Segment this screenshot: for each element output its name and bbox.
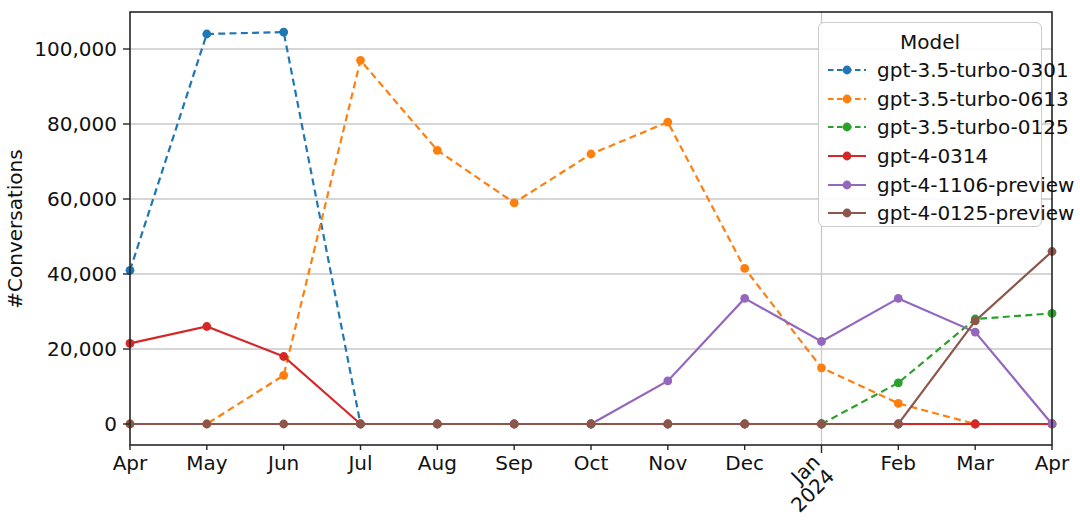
- legend-item-gpt-4-0125-preview: gpt-4-0125-preview: [819, 199, 1041, 228]
- data-point-gpt-4-1106-preview-Jan-2024: [817, 337, 826, 346]
- data-point-gpt-4-0125-preview-Jun: [279, 420, 288, 429]
- data-point-gpt-4-0125-preview-Jan-2024: [817, 420, 826, 429]
- legend-label: gpt-3.5-turbo-0613: [877, 87, 1069, 111]
- data-point-gpt-4-0314-Jun: [279, 352, 288, 361]
- data-point-gpt-4-0125-preview-Feb: [894, 420, 903, 429]
- data-point-gpt-3.5-turbo-0613-Oct: [587, 150, 596, 159]
- legend: Model gpt-3.5-turbo-0301gpt-3.5-turbo-06…: [818, 22, 1042, 227]
- x-tick-label: Apr: [113, 451, 148, 475]
- data-point-gpt-3.5-turbo-0613-Jan-2024: [817, 363, 826, 372]
- legend-item-gpt-3.5-turbo-0125: gpt-3.5-turbo-0125: [819, 113, 1041, 142]
- data-point-gpt-3.5-turbo-0613-Aug: [433, 146, 442, 155]
- data-point-gpt-3.5-turbo-0613-Jul: [356, 56, 365, 65]
- x-tick-label: Apr: [1035, 451, 1070, 475]
- data-point-gpt-4-0125-preview-Jul: [356, 420, 365, 429]
- data-point-gpt-4-1106-preview-Nov: [663, 377, 672, 386]
- x-tick-label: Nov: [648, 451, 687, 475]
- data-point-gpt-3.5-turbo-0301-May: [202, 30, 211, 39]
- legend-line-sample-icon: [827, 121, 867, 133]
- x-tick-label: May: [186, 451, 228, 475]
- legend-line-sample-icon: [827, 93, 867, 105]
- series-line-gpt-4-0314: [130, 327, 1052, 425]
- data-point-gpt-4-1106-preview-Feb: [894, 294, 903, 303]
- data-point-gpt-4-0314-Mar: [971, 420, 980, 429]
- data-point-gpt-3.5-turbo-0613-Sep: [510, 198, 519, 207]
- legend-title: Model: [819, 28, 1041, 56]
- legend-line-sample-icon: [827, 64, 867, 76]
- y-tick-label: 20,000: [47, 337, 117, 361]
- series-line-gpt-3.5-turbo-0125: [822, 313, 1053, 424]
- x-tick-label: Aug: [418, 451, 457, 475]
- legend-item-gpt-3.5-turbo-0301: gpt-3.5-turbo-0301: [819, 56, 1041, 85]
- y-tick-label: 80,000: [47, 112, 117, 136]
- x-tick-label: Sep: [495, 451, 533, 475]
- legend-line-sample-icon: [827, 150, 867, 162]
- data-point-gpt-4-1106-preview-Mar: [971, 328, 980, 337]
- data-point-gpt-3.5-turbo-0301-Jun: [279, 28, 288, 37]
- legend-item-gpt-4-1106-preview: gpt-4-1106-preview: [819, 170, 1041, 199]
- y-axis-title: #Conversations: [3, 149, 27, 308]
- data-point-gpt-4-0125-preview-Mar: [971, 317, 980, 326]
- data-point-gpt-4-0125-preview-Aug: [433, 420, 442, 429]
- data-point-gpt-4-0314-May: [202, 322, 211, 331]
- legend-label: gpt-3.5-turbo-0301: [877, 58, 1069, 82]
- x-tick-label: Oct: [574, 451, 609, 475]
- legend-item-gpt-3.5-turbo-0613: gpt-3.5-turbo-0613: [819, 85, 1041, 114]
- y-tick-label: 60,000: [47, 187, 117, 211]
- x-tick-label: Mar: [956, 451, 995, 475]
- data-point-gpt-4-0125-preview-Sep: [510, 420, 519, 429]
- legend-item-gpt-4-0314: gpt-4-0314: [819, 142, 1041, 171]
- data-point-gpt-3.5-turbo-0613-Feb: [894, 399, 903, 408]
- legend-label: gpt-4-0125-preview: [877, 201, 1074, 225]
- legend-label: gpt-3.5-turbo-0125: [877, 115, 1069, 139]
- data-point-gpt-3.5-turbo-0613-Dec: [740, 264, 749, 273]
- data-point-gpt-4-0125-preview-Nov: [663, 420, 672, 429]
- y-tick-label: 40,000: [47, 262, 117, 286]
- x-tick-label: Dec: [725, 451, 764, 475]
- legend-label: gpt-4-0314: [877, 144, 988, 168]
- legend-line-sample-icon: [827, 179, 867, 191]
- x-tick-label: Jun: [266, 451, 299, 475]
- x-tick-label: Jul: [346, 451, 372, 475]
- legend-line-sample-icon: [827, 207, 867, 219]
- data-point-gpt-4-0125-preview-Dec: [740, 420, 749, 429]
- data-point-gpt-4-0125-preview-May: [202, 420, 211, 429]
- y-tick-label: 0: [104, 412, 117, 436]
- y-tick-label: 100,000: [34, 37, 117, 61]
- x-tick-label-year: Jan2024: [772, 450, 839, 517]
- x-tick-label: Feb: [881, 451, 916, 475]
- data-point-gpt-4-1106-preview-Dec: [740, 294, 749, 303]
- data-point-gpt-4-0125-preview-Oct: [587, 420, 596, 429]
- series-line-gpt-4-0125-preview: [130, 252, 1052, 425]
- data-point-gpt-3.5-turbo-0125-Feb: [894, 378, 903, 387]
- legend-label: gpt-4-1106-preview: [877, 173, 1074, 197]
- figure: 0 20,000 40,000 60,000 80,000 100,000 Apr May Ju…: [0, 0, 1080, 523]
- data-point-gpt-3.5-turbo-0613-Jun: [279, 371, 288, 380]
- data-point-gpt-3.5-turbo-0613-Nov: [663, 118, 672, 127]
